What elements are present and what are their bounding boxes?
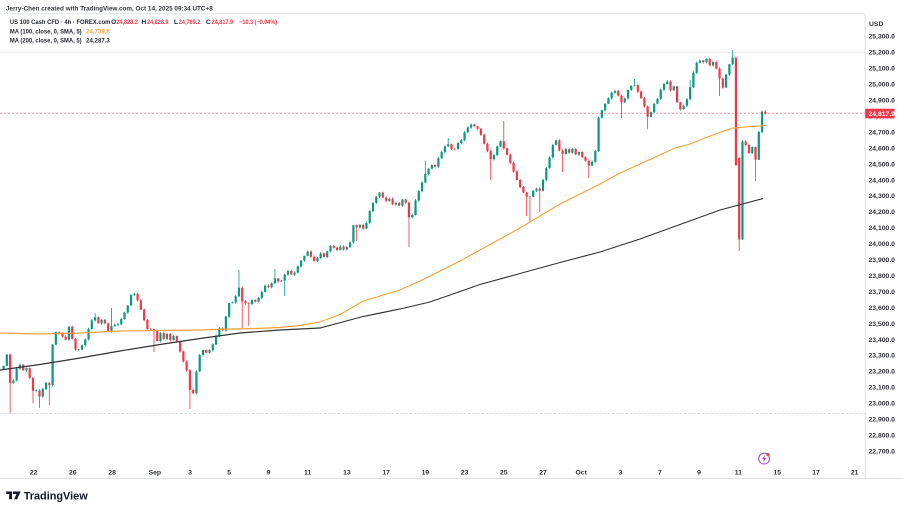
svg-text:25,200.0: 25,200.0 [869,50,896,57]
svg-text:28: 28 [108,470,116,477]
svg-text:17: 17 [382,470,390,477]
svg-text:23,700.0: 23,700.0 [869,289,896,296]
svg-text:23,200.0: 23,200.0 [869,369,896,376]
svg-text:−10.3 (−0.04%): −10.3 (−0.04%) [239,19,277,26]
svg-text:22: 22 [30,470,38,477]
svg-text:23,500.0: 23,500.0 [869,321,896,328]
svg-text:23,300.0: 23,300.0 [869,353,896,360]
svg-text:11: 11 [304,470,311,477]
svg-text:9: 9 [267,470,271,477]
svg-text:24,400.0: 24,400.0 [869,177,896,184]
svg-text:24,789.2: 24,789.2 [179,19,201,26]
svg-text:23,600.0: 23,600.0 [869,305,896,312]
svg-text:24,828.9: 24,828.9 [147,19,169,26]
svg-text:21: 21 [851,470,859,477]
svg-text:7: 7 [658,470,662,477]
svg-text:17: 17 [812,470,820,477]
svg-text:Oct: Oct [576,470,588,477]
svg-text:24,300.0: 24,300.0 [869,193,896,200]
svg-text:19: 19 [422,470,430,477]
svg-text:H: H [142,19,147,26]
svg-text:USD: USD [869,21,883,28]
svg-text:US 100 Cash CFD · 4h · FOREX.c: US 100 Cash CFD · 4h · FOREX.com [10,19,111,26]
svg-text:MA (200, close, 0, SMA, 5): MA (200, close, 0, SMA, 5) [10,37,82,44]
svg-text:C: C [206,19,211,26]
svg-text:24,600.0: 24,600.0 [869,145,896,152]
svg-text:15: 15 [774,470,782,477]
svg-text:O: O [111,19,116,26]
svg-text:5: 5 [227,470,231,477]
svg-text:3: 3 [619,470,623,477]
svg-text:22,700.0: 22,700.0 [869,448,896,455]
svg-text:24,817.9: 24,817.9 [212,19,234,26]
svg-text:24,200.0: 24,200.0 [869,209,896,216]
svg-text:23: 23 [461,470,469,477]
svg-text:TradingView: TradingView [24,490,88,502]
svg-text:24,287.3: 24,287.3 [86,37,110,44]
svg-text:26: 26 [69,470,77,477]
svg-text:23,400.0: 23,400.0 [869,337,896,344]
svg-text:11: 11 [735,470,742,477]
svg-text:9: 9 [697,470,701,477]
svg-text:24,828.2: 24,828.2 [116,19,138,26]
svg-text:24,500.0: 24,500.0 [869,161,896,168]
svg-text:22,900.0: 22,900.0 [869,417,896,424]
svg-text:MA (100, close, 0, SMA, 5): MA (100, close, 0, SMA, 5) [10,28,82,35]
svg-text:24,900.0: 24,900.0 [869,98,896,105]
svg-text:24,817.9: 24,817.9 [869,111,896,118]
svg-text:27: 27 [539,470,547,477]
svg-text:Jerry-Chen created with Tradin: Jerry-Chen created with TradingView.com,… [6,5,213,12]
svg-text:25,000.0: 25,000.0 [869,82,896,89]
svg-text:3: 3 [188,470,192,477]
svg-text:23,000.0: 23,000.0 [869,401,896,408]
svg-text:25: 25 [500,470,508,477]
svg-text:L: L [174,19,178,26]
svg-text:24,700.0: 24,700.0 [869,129,896,136]
svg-text:25,300.0: 25,300.0 [869,34,896,41]
svg-text:22,800.0: 22,800.0 [869,433,896,440]
svg-text:Sep: Sep [149,470,161,477]
svg-text:24,739.8: 24,739.8 [86,28,110,35]
svg-text:24,000.0: 24,000.0 [869,241,896,248]
svg-text:23,900.0: 23,900.0 [869,257,896,264]
svg-text:23,100.0: 23,100.0 [869,385,896,392]
svg-text:23,800.0: 23,800.0 [869,273,896,280]
svg-text:25,100.0: 25,100.0 [869,66,896,73]
svg-text:13: 13 [343,470,351,477]
svg-text:24,100.0: 24,100.0 [869,225,896,232]
